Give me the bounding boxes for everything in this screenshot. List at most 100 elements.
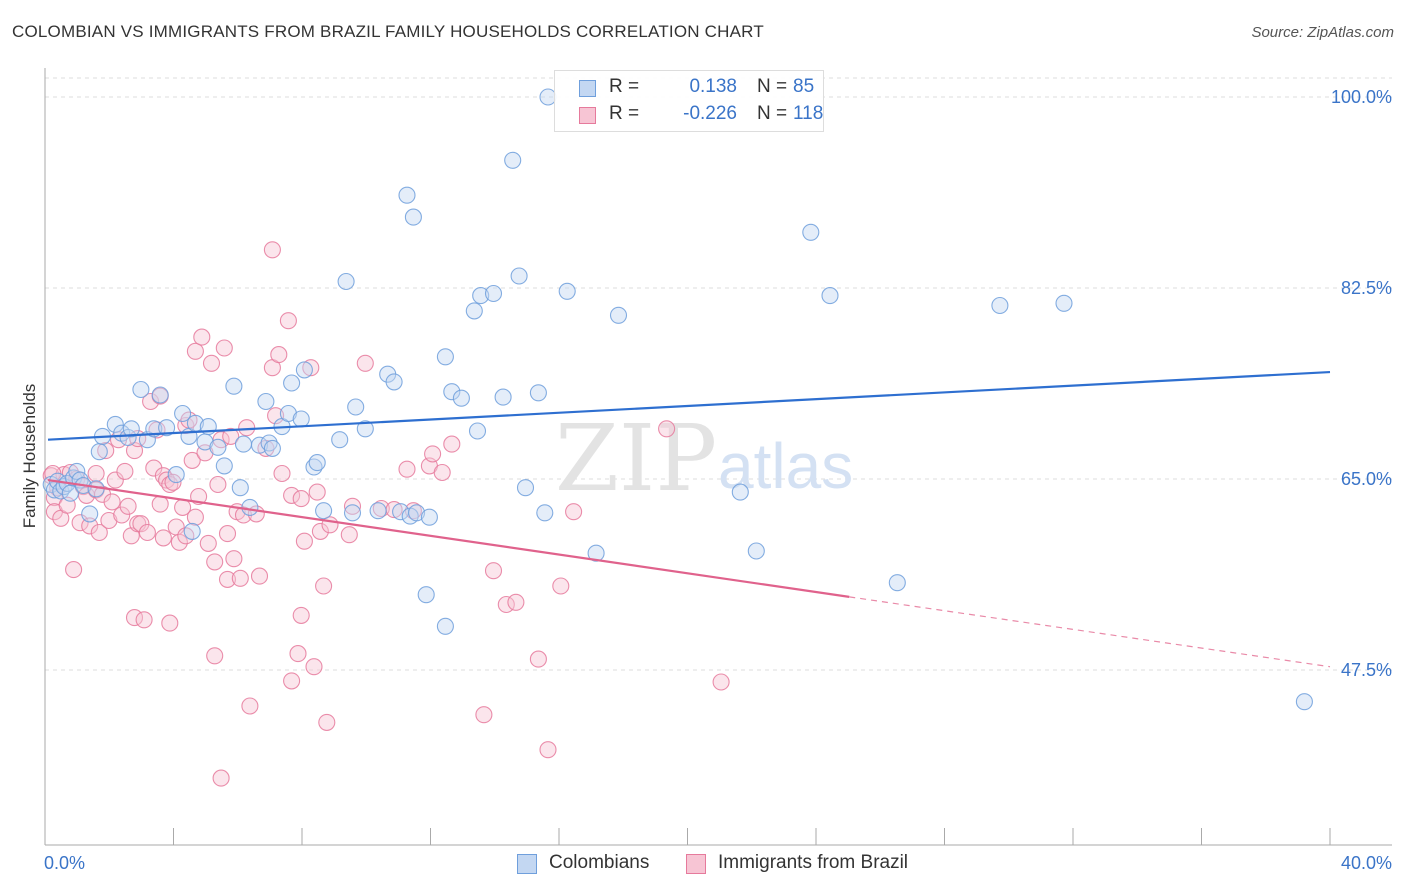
- point-brazil: [97, 442, 115, 460]
- point-brazil: [283, 486, 301, 504]
- point-brazil: [116, 462, 134, 480]
- point-brazil: [138, 523, 156, 542]
- point-colombians: [331, 431, 349, 449]
- point-colombians: [472, 287, 490, 305]
- point-colombians: [1295, 693, 1313, 711]
- point-brazil: [295, 532, 313, 550]
- point-brazil: [199, 534, 217, 552]
- point-colombians: [209, 438, 227, 456]
- point-colombians: [158, 419, 176, 437]
- point-brazil: [552, 577, 570, 595]
- point-colombians: [452, 389, 470, 407]
- point-brazil: [424, 445, 442, 463]
- watermark: ZIP atlas: [555, 405, 853, 512]
- point-brazil: [151, 495, 169, 513]
- point-brazil: [209, 475, 227, 494]
- point-colombians: [106, 415, 124, 433]
- chart-title: COLOMBIAN VS IMMIGRANTS FROM BRAZIL FAMI…: [12, 22, 764, 41]
- point-brazil: [206, 553, 224, 571]
- point-colombians: [609, 306, 628, 324]
- point-brazil: [318, 713, 336, 731]
- y-tick-label: 47.5%: [1341, 660, 1392, 680]
- point-colombians: [484, 284, 503, 303]
- trend-line-brazil: [47, 479, 850, 598]
- point-colombians: [68, 462, 86, 480]
- point-colombians: [468, 422, 487, 440]
- x-tick-label: 0.0%: [44, 853, 85, 873]
- point-brazil: [267, 407, 285, 425]
- point-brazil: [273, 464, 291, 483]
- point-colombians: [81, 505, 99, 523]
- point-brazil: [340, 526, 358, 544]
- point-colombians: [215, 457, 233, 475]
- point-brazil: [311, 522, 329, 540]
- point-brazil: [206, 647, 224, 665]
- point-brazil: [135, 611, 153, 629]
- point-brazil: [283, 672, 301, 690]
- point-brazil: [142, 392, 160, 411]
- point-brazil: [475, 706, 493, 724]
- point-colombians: [257, 392, 275, 411]
- y-axis-title: Family Households: [20, 383, 39, 529]
- point-brazil: [218, 570, 237, 588]
- point-brazil: [404, 502, 422, 520]
- point-brazil: [222, 427, 240, 445]
- point-brazil: [305, 658, 323, 676]
- point-colombians: [283, 374, 301, 392]
- point-brazil: [202, 354, 221, 372]
- point-brazil: [507, 593, 525, 611]
- legend-swatch-brazil: [579, 107, 596, 124]
- point-colombians: [398, 186, 416, 204]
- trend-lines: [47, 370, 1331, 668]
- point-colombians: [510, 267, 528, 285]
- point-colombians: [295, 361, 313, 379]
- point-brazil: [170, 533, 188, 551]
- point-brazil: [302, 359, 320, 377]
- point-colombians: [174, 404, 192, 423]
- bottom-legend-swatch-brazil: [686, 854, 706, 874]
- point-colombians: [888, 574, 906, 592]
- point-brazil: [161, 475, 179, 494]
- point-colombians: [1055, 294, 1073, 312]
- bottom-legend-label: Immigrants from Brazil: [718, 852, 909, 873]
- point-colombians: [587, 544, 605, 562]
- point-brazil: [292, 490, 310, 508]
- point-brazil: [250, 567, 269, 585]
- legend-n-label: N =: [757, 103, 788, 124]
- legend-r-label: R =: [609, 103, 640, 124]
- point-colombians: [347, 398, 365, 416]
- legend-r-label: R =: [609, 76, 640, 97]
- legend-n-label: N =: [757, 76, 788, 97]
- point-colombians: [991, 296, 1009, 315]
- point-colombians: [747, 542, 765, 560]
- point-brazil: [241, 697, 259, 715]
- point-colombians: [167, 466, 185, 484]
- point-brazil: [270, 346, 288, 364]
- point-colombians: [436, 348, 454, 366]
- point-colombians: [343, 504, 362, 522]
- point-brazil: [443, 435, 461, 453]
- point-colombians: [225, 377, 243, 395]
- point-colombians: [279, 404, 297, 423]
- point-brazil: [658, 420, 676, 438]
- point-colombians: [385, 373, 403, 391]
- point-colombians: [443, 383, 461, 401]
- legend-n-value: 118: [793, 103, 824, 124]
- point-brazil: [565, 503, 583, 521]
- tick-labels: 47.5% 65.0% 82.5% 100.0% 0.0% 40.0%: [44, 87, 1392, 873]
- point-brazil: [372, 499, 390, 518]
- point-brazil: [103, 493, 121, 511]
- source-label: Source: ZipAtlas.com: [1251, 24, 1394, 41]
- point-brazil: [113, 506, 131, 524]
- point-brazil: [183, 451, 201, 469]
- point-brazil: [398, 460, 416, 478]
- point-brazil: [712, 673, 730, 691]
- point-brazil: [186, 508, 204, 526]
- point-brazil: [193, 328, 211, 346]
- point-brazil: [225, 550, 243, 568]
- point-colombians: [420, 508, 438, 526]
- point-brazil: [433, 463, 451, 482]
- point-brazil: [119, 497, 137, 515]
- point-colombians: [408, 504, 426, 522]
- point-colombians: [369, 502, 387, 520]
